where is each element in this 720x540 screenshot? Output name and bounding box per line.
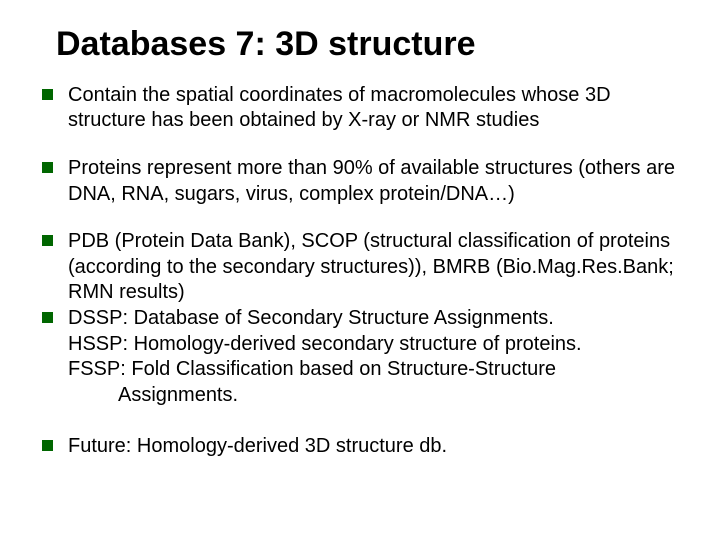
- bullet-item: Proteins represent more than 90% of avai…: [40, 156, 680, 207]
- bullet-text: PDB (Protein Data Bank), SCOP (structura…: [68, 230, 674, 303]
- slide: Databases 7: 3D structure Contain the sp…: [0, 0, 720, 540]
- bullet-list: Contain the spatial coordinates of macro…: [40, 83, 680, 460]
- bullet-item: PDB (Protein Data Bank), SCOP (structura…: [40, 229, 680, 306]
- bullet-line: FSSP: Fold Classification based on Struc…: [68, 357, 680, 383]
- bullet-line: DSSP: Database of Secondary Structure As…: [68, 306, 680, 332]
- bullet-line-indent: Assignments.: [68, 383, 680, 409]
- bullet-item: Future: Homology-derived 3D structure db…: [40, 434, 680, 460]
- slide-title: Databases 7: 3D structure: [56, 24, 680, 65]
- bullet-text: Contain the spatial coordinates of macro…: [68, 84, 611, 132]
- bullet-item: Contain the spatial coordinates of macro…: [40, 83, 680, 134]
- bullet-item: DSSP: Database of Secondary Structure As…: [40, 306, 680, 408]
- bullet-text: Proteins represent more than 90% of avai…: [68, 157, 675, 205]
- bullet-text: Future: Homology-derived 3D structure db…: [68, 435, 447, 457]
- bullet-line: HSSP: Homology-derived secondary structu…: [68, 332, 680, 358]
